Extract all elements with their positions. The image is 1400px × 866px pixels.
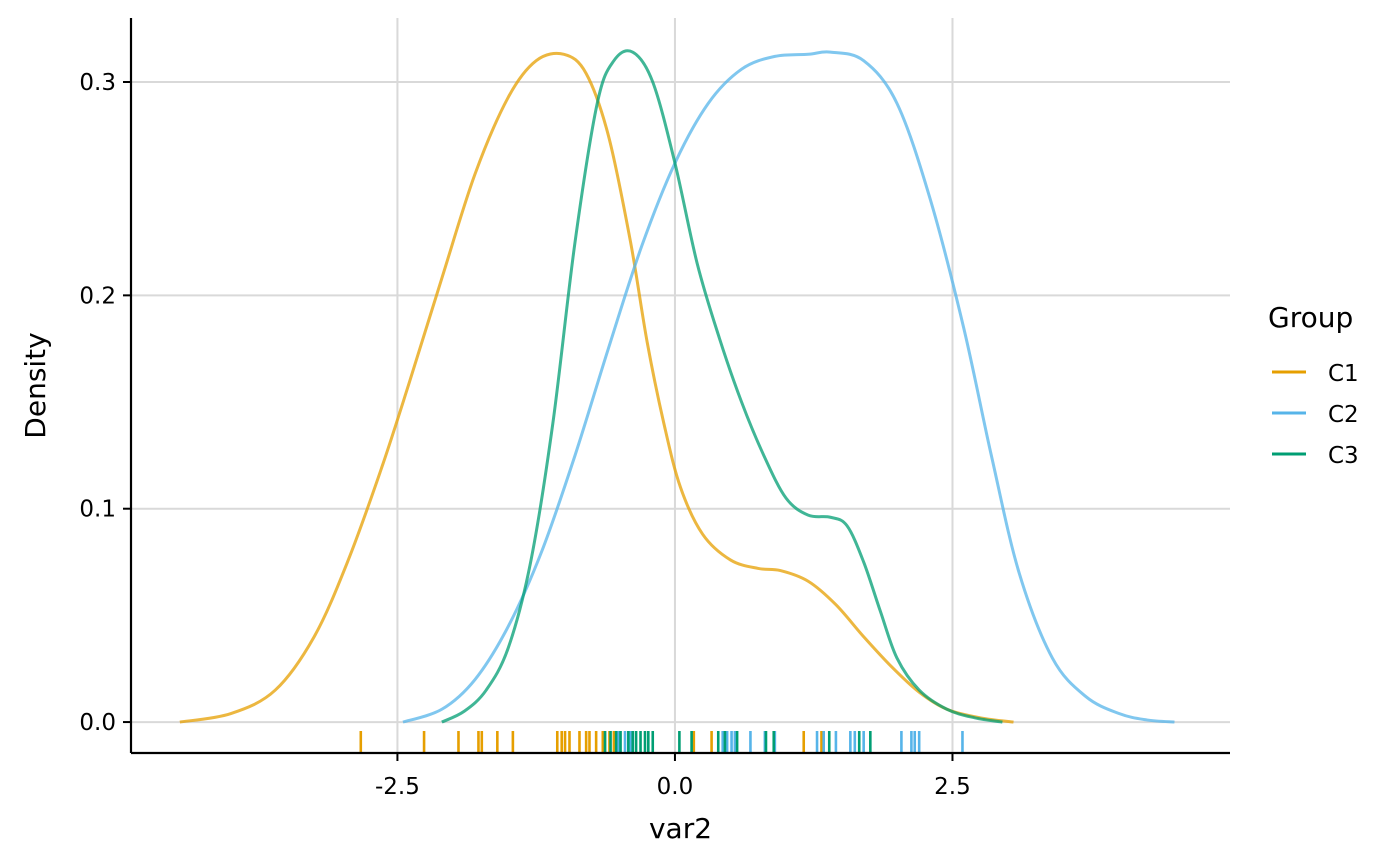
density-curves xyxy=(179,49,1175,724)
density-curve-c3 xyxy=(441,49,1003,724)
density-curve-c2 xyxy=(402,50,1175,724)
y-tick-label: 0.0 xyxy=(79,710,116,736)
x-tick-label: 0.0 xyxy=(657,774,694,800)
legend-label-c2: C2 xyxy=(1328,402,1359,428)
rug-marks xyxy=(359,731,964,753)
y-tick-label: 0.2 xyxy=(79,283,116,309)
y-tick-label: 0.1 xyxy=(79,497,116,523)
x-axis-title: var2 xyxy=(649,812,712,845)
grid-lines xyxy=(131,18,1230,753)
x-tick-label: -2.5 xyxy=(375,774,420,800)
legend-label-c1: C1 xyxy=(1328,361,1359,387)
x-tick-label: 2.5 xyxy=(934,774,971,800)
legend-title: Group xyxy=(1268,301,1353,334)
axes: -2.5 0.0 2.5 0.0 0.1 0.2 0.3 xyxy=(79,18,1230,800)
y-tick-label: 0.3 xyxy=(79,70,116,96)
density-curve-c1 xyxy=(179,51,1014,724)
y-axis-title: Density xyxy=(19,332,52,438)
legend-label-c3: C3 xyxy=(1328,443,1359,469)
legend: Group C1 C2 C3 xyxy=(1268,301,1359,469)
